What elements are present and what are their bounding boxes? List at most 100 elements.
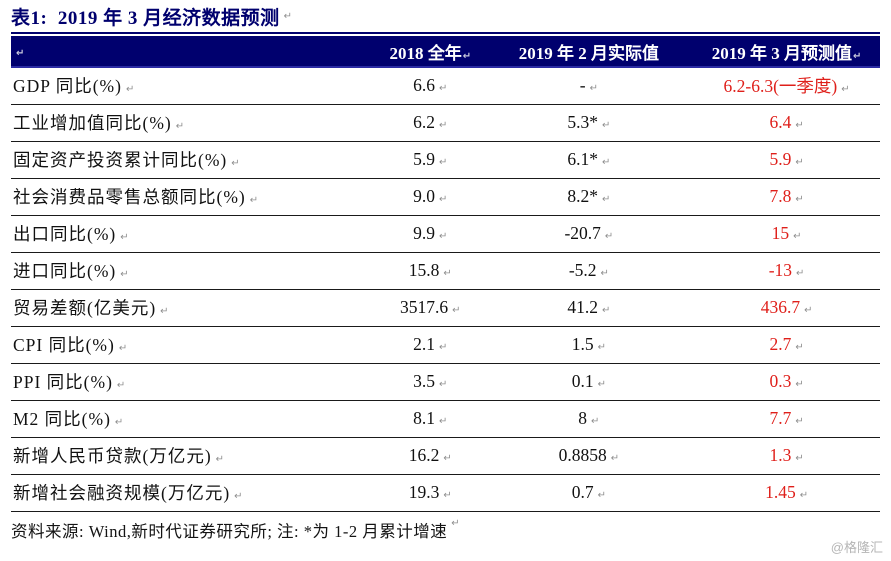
indicator-cell-value: 出口同比(%) [13,224,117,244]
value-feb-2019-cell-value: 41.2 [567,297,598,317]
table-row: 新增人民币贷款(万亿元) ↵ 16.2 ↵ 0.8858 ↵ 1.3 ↵ [11,437,880,475]
header-feb2019-label: 2019 年 2 月实际值 [518,43,659,63]
table-row: 工业增加值同比(%) ↵ 6.2 ↵ 5.3* ↵ 6.4 ↵ [11,104,880,142]
paragraph-mark-icon: ↵ [841,84,850,96]
paragraph-mark-icon: ↵ [125,84,136,96]
forecast-mar-2019-cell-value: 2.7 [769,334,792,354]
paragraph-mark-icon: ↵ [597,342,606,353]
paragraph-mark-icon: ↵ [443,490,452,501]
forecast-mar-2019-cell: 7.7 ↵ [693,400,880,438]
forecast-mar-2019-cell: 2.7 ↵ [693,326,880,364]
value-2018-cell: 3.5 ↵ [375,363,485,401]
value-2018-cell: 6.6 ↵ [375,67,485,105]
paragraph-mark-icon: ↵ [796,268,805,279]
value-feb-2019-cell-value: 1.5 [571,334,594,354]
paragraph-mark-icon: ↵ [175,121,186,132]
value-2018-cell-value: 9.0 [413,186,436,206]
forecast-mar-2019-cell: 0.3 ↵ [693,363,880,401]
paragraph-mark-icon: ↵ [795,342,804,353]
value-2018-cell-value: 3.5 [413,371,436,391]
value-2018-cell-value: 15.8 [408,260,440,280]
forecast-mar-2019-cell-value: 0.3 [769,371,792,391]
forecast-mar-2019-cell-value: 1.3 [769,445,792,465]
value-feb-2019-cell: 8 ↵ [484,400,694,438]
value-feb-2019-cell: 1.5 ↵ [484,326,694,364]
paragraph-mark-icon: ↵ [853,50,862,62]
paragraph-mark-icon: ↵ [589,83,598,95]
value-feb-2019-cell: - ↵ [484,67,694,105]
value-2018-cell: 15.8 ↵ [375,252,485,290]
forecast-mar-2019-cell-value: 5.9 [769,149,792,169]
value-2018-cell: 19.3 ↵ [375,474,485,512]
paragraph-mark-icon: ↵ [795,379,804,390]
forecast-mar-2019-cell-value: 15 [771,223,790,243]
forecast-mar-2019-cell-value: 7.8 [769,186,792,206]
value-2018-cell: 6.2 ↵ [375,104,485,142]
value-feb-2019-cell: 5.3* ↵ [484,104,694,142]
paragraph-mark-icon: ↵ [799,490,809,501]
paragraph-mark-icon: ↵ [439,194,448,205]
header-row: ↵ 2018 全年↵ 2019 年 2 月实际值 2019 年 3 月预测值↵ [11,36,880,68]
table-row: GDP 同比(%) ↵ 6.6 ↵ - ↵ 6.2-6.3(一季度) ↵ [11,67,880,105]
paragraph-mark-icon: ↵ [795,453,804,464]
forecast-mar-2019-cell: 15 ↵ [693,215,880,253]
table-row: 进口同比(%) ↵ 15.8 ↵ -5.2 ↵ -13 ↵ [11,252,880,290]
value-feb-2019-cell-value: 0.7 [571,482,594,502]
paragraph-mark-icon: ↵ [215,454,226,465]
forecast-mar-2019-cell: -13 ↵ [693,252,880,290]
forecast-mar-2019-cell: 6.4 ↵ [693,104,880,142]
value-2018-cell: 9.0 ↵ [375,178,485,216]
paragraph-mark-icon: ↵ [283,11,292,22]
table-row: 贸易差额(亿美元) ↵ 3517.6 ↵ 41.2 ↵ 436.7 ↵ [11,289,880,327]
table-row: 社会消费品零售总额同比(%) ↵ 9.0 ↵ 8.2* ↵ 7.8 ↵ [11,178,880,216]
indicator-cell: 出口同比(%) ↵ [11,215,376,253]
paragraph-mark-icon: ↵ [249,195,260,206]
paragraph-mark-icon: ↵ [795,194,804,205]
value-feb-2019-cell-value: -20.7 [564,223,601,243]
paragraph-mark-icon: ↵ [439,342,448,353]
indicator-cell: 新增人民币贷款(万亿元) ↵ [11,437,376,475]
forecast-mar-2019-cell: 5.9 ↵ [693,141,880,179]
table-caption-row: 表1: 2019 年 3 月经济数据预测 ↵ [11,3,880,30]
paragraph-mark-icon: ↵ [795,416,804,427]
paragraph-mark-icon: ↵ [160,306,170,317]
value-feb-2019-cell-value: 6.1* [567,149,598,169]
paragraph-mark-icon: ↵ [443,453,452,464]
indicator-cell: PPI 同比(%) ↵ [11,363,376,401]
paragraph-mark-icon: ↵ [610,453,620,464]
indicator-cell: 社会消费品零售总额同比(%) ↵ [11,178,376,216]
forecast-mar-2019-cell-value: 7.7 [769,408,792,428]
paragraph-mark-icon: ↵ [597,490,606,501]
forecast-mar-2019-cell: 1.45 ↵ [693,474,880,512]
value-2018-cell-value: 3517.6 [400,297,449,317]
value-2018-cell-value: 16.2 [408,445,440,465]
value-feb-2019-cell: 41.2 ↵ [484,289,694,327]
value-feb-2019-cell-value: 8.2* [567,186,598,206]
paragraph-mark-icon: ↵ [601,157,611,168]
indicator-cell-value: 社会消费品零售总额同比(%) [13,187,246,207]
value-2018-cell-value: 9.9 [413,223,436,243]
paragraph-mark-icon: ↵ [601,194,611,205]
value-feb-2019-cell-value: 0.1 [571,371,594,391]
indicator-cell: CPI 同比(%) ↵ [11,326,376,364]
title-rule-divider [11,32,880,34]
indicator-cell-value: 新增社会融资规模(万亿元) [13,483,231,503]
forecast-mar-2019-cell: 6.2-6.3(一季度) ↵ [693,67,880,105]
value-2018-cell-value: 5.9 [413,149,436,169]
paragraph-mark-icon: ↵ [439,231,448,242]
indicator-cell-value: 工业增加值同比(%) [13,113,172,133]
forecast-table: ↵ 2018 全年↵ 2019 年 2 月实际值 2019 年 3 月预测值↵ … [11,36,880,512]
paragraph-mark-icon: ↵ [439,157,448,168]
value-feb-2019-cell: -5.2 ↵ [484,252,694,290]
paragraph-mark-icon: ↵ [118,343,129,354]
forecast-mar-2019-cell-value: -13 [768,260,793,280]
paragraph-mark-icon: ↵ [231,158,241,169]
table-row: M2 同比(%) ↵ 8.1 ↵ 8 ↵ 7.7 ↵ [11,400,880,438]
value-feb-2019-cell-value: - [579,75,586,96]
value-2018-cell: 2.1 ↵ [375,326,485,364]
value-feb-2019-cell-value: -5.2 [568,260,597,280]
paragraph-mark-icon: ↵ [439,416,448,427]
value-2018-cell-value: 19.3 [408,482,440,502]
forecast-mar-2019-cell: 436.7 ↵ [693,289,880,327]
header-mar2019-cell: 2019 年 3 月预测值↵ [693,36,880,68]
